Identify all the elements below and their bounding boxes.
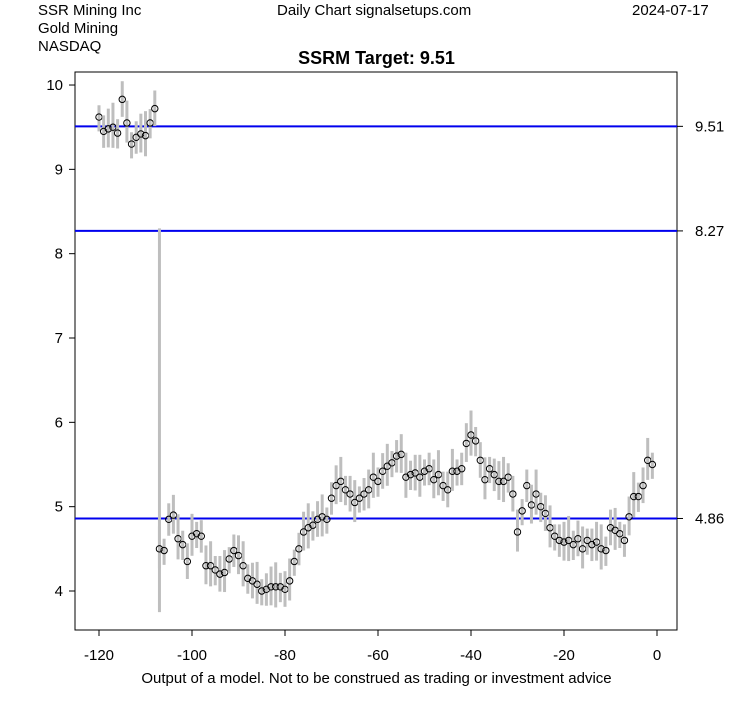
close-point bbox=[123, 119, 131, 127]
y-tick-label: 4 bbox=[55, 583, 63, 600]
close-point bbox=[183, 557, 192, 566]
close-point bbox=[620, 536, 629, 545]
y-tick-label: 8 bbox=[55, 246, 63, 263]
close-point bbox=[118, 95, 126, 104]
close-point bbox=[648, 460, 657, 469]
x-tick-label: -20 bbox=[553, 647, 575, 664]
close-point bbox=[323, 515, 331, 524]
target-label: 4.86 bbox=[695, 510, 724, 527]
date: 2024-07-17 bbox=[632, 2, 709, 19]
close-point bbox=[602, 546, 610, 555]
y-tick-label: 6 bbox=[55, 414, 63, 431]
close-point bbox=[197, 532, 206, 540]
close-point bbox=[471, 437, 480, 445]
y-tick-label: 7 bbox=[55, 330, 63, 347]
x-tick-label: -120 bbox=[84, 647, 114, 664]
company-name: SSR Mining Inc bbox=[38, 2, 142, 19]
y-tick-label: 10 bbox=[46, 77, 63, 94]
disclaimer: Output of a model. Not to be construed a… bbox=[141, 670, 612, 687]
x-tick-label: -100 bbox=[177, 647, 207, 664]
y-tick-label: 5 bbox=[55, 499, 63, 516]
source: Daily Chart signalsetups.com bbox=[277, 2, 472, 19]
plot-border bbox=[74, 71, 678, 631]
y-tick-label: 9 bbox=[55, 161, 63, 178]
sector: Gold Mining bbox=[38, 20, 119, 37]
close-point bbox=[113, 129, 122, 137]
close-point bbox=[509, 490, 517, 498]
x-tick-label: -60 bbox=[367, 647, 389, 664]
x-tick-label: -80 bbox=[274, 647, 296, 664]
close-point bbox=[513, 528, 522, 536]
x-tick-label: -40 bbox=[460, 647, 482, 664]
chart-title: SSRM Target: 9.51 bbox=[298, 48, 455, 68]
close-point bbox=[151, 104, 159, 113]
close-point bbox=[458, 465, 466, 473]
x-tick-label: 0 bbox=[653, 647, 661, 664]
exchange: NASDAQ bbox=[38, 38, 102, 55]
target-label: 8.27 bbox=[695, 223, 724, 240]
close-point bbox=[639, 481, 647, 490]
close-point bbox=[160, 546, 168, 555]
target-label: 9.51 bbox=[695, 118, 724, 135]
close-point bbox=[285, 577, 294, 585]
close-point bbox=[518, 507, 526, 515]
